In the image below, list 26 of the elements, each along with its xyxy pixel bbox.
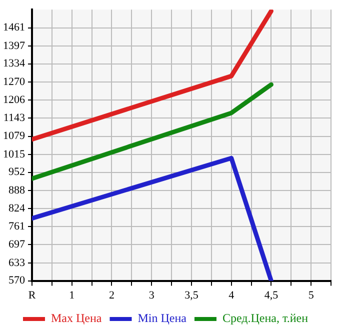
- x-tick-label: 5: [308, 289, 314, 302]
- legend-label: Сред.Цена, т.йен: [222, 311, 309, 326]
- y-tick-label: 1270: [3, 76, 26, 88]
- y-tick-label: 952: [8, 166, 25, 178]
- y-tick-label: 570: [8, 274, 26, 287]
- x-tick-label: 4: [228, 289, 235, 302]
- x-tick-label: 2: [108, 289, 114, 302]
- y-tick-label: 1143: [3, 112, 26, 124]
- y-tick-label: 1461: [3, 22, 25, 34]
- x-tick-label: 4,5: [264, 289, 279, 302]
- x-tick-label: 3: [148, 289, 155, 302]
- x-tick-label: 3,5: [184, 289, 199, 302]
- legend-label: Min Цена: [138, 311, 188, 326]
- x-tick-label: 1: [69, 289, 75, 302]
- y-tick-label: 761: [8, 220, 25, 232]
- legend-label: Max Цена: [50, 311, 102, 326]
- x-tick-label: R: [28, 289, 36, 302]
- y-tick-label: 633: [8, 256, 26, 269]
- y-tick-label: 1206: [3, 94, 26, 106]
- y-tick-label: 697: [8, 238, 26, 251]
- y-tick-label: 1397: [3, 40, 26, 52]
- y-tick-label: 888: [8, 184, 26, 196]
- y-tick-label: 1015: [3, 148, 26, 160]
- y-tick-label: 1334: [3, 58, 26, 70]
- y-tick-label: 824: [8, 202, 26, 215]
- y-tick-label: 1079: [3, 130, 26, 142]
